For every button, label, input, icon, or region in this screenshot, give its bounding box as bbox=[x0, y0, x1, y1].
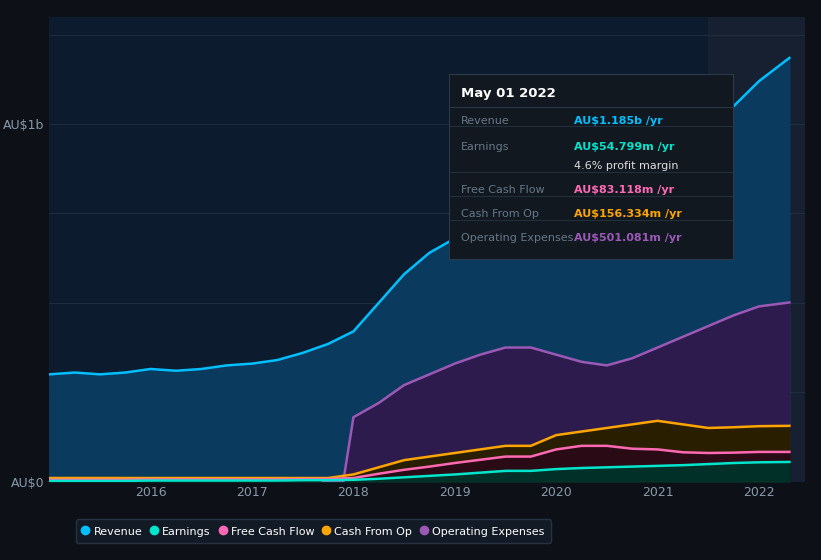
Legend: Revenue, Earnings, Free Cash Flow, Cash From Op, Operating Expenses: Revenue, Earnings, Free Cash Flow, Cash … bbox=[76, 519, 552, 543]
Text: AU$1.185b /yr: AU$1.185b /yr bbox=[574, 116, 663, 127]
Text: Operating Expenses: Operating Expenses bbox=[461, 233, 573, 243]
Text: Free Cash Flow: Free Cash Flow bbox=[461, 185, 544, 195]
Text: AU$156.334m /yr: AU$156.334m /yr bbox=[574, 209, 682, 219]
Text: AU$501.081m /yr: AU$501.081m /yr bbox=[574, 233, 681, 243]
Text: AU$54.799m /yr: AU$54.799m /yr bbox=[574, 142, 675, 152]
Text: Revenue: Revenue bbox=[461, 116, 510, 127]
Bar bbox=[709, 17, 805, 482]
Text: Earnings: Earnings bbox=[461, 142, 509, 152]
Text: AU$83.118m /yr: AU$83.118m /yr bbox=[574, 185, 674, 195]
Text: 4.6% profit margin: 4.6% profit margin bbox=[574, 161, 678, 171]
Text: May 01 2022: May 01 2022 bbox=[461, 87, 556, 100]
Text: Cash From Op: Cash From Op bbox=[461, 209, 539, 219]
